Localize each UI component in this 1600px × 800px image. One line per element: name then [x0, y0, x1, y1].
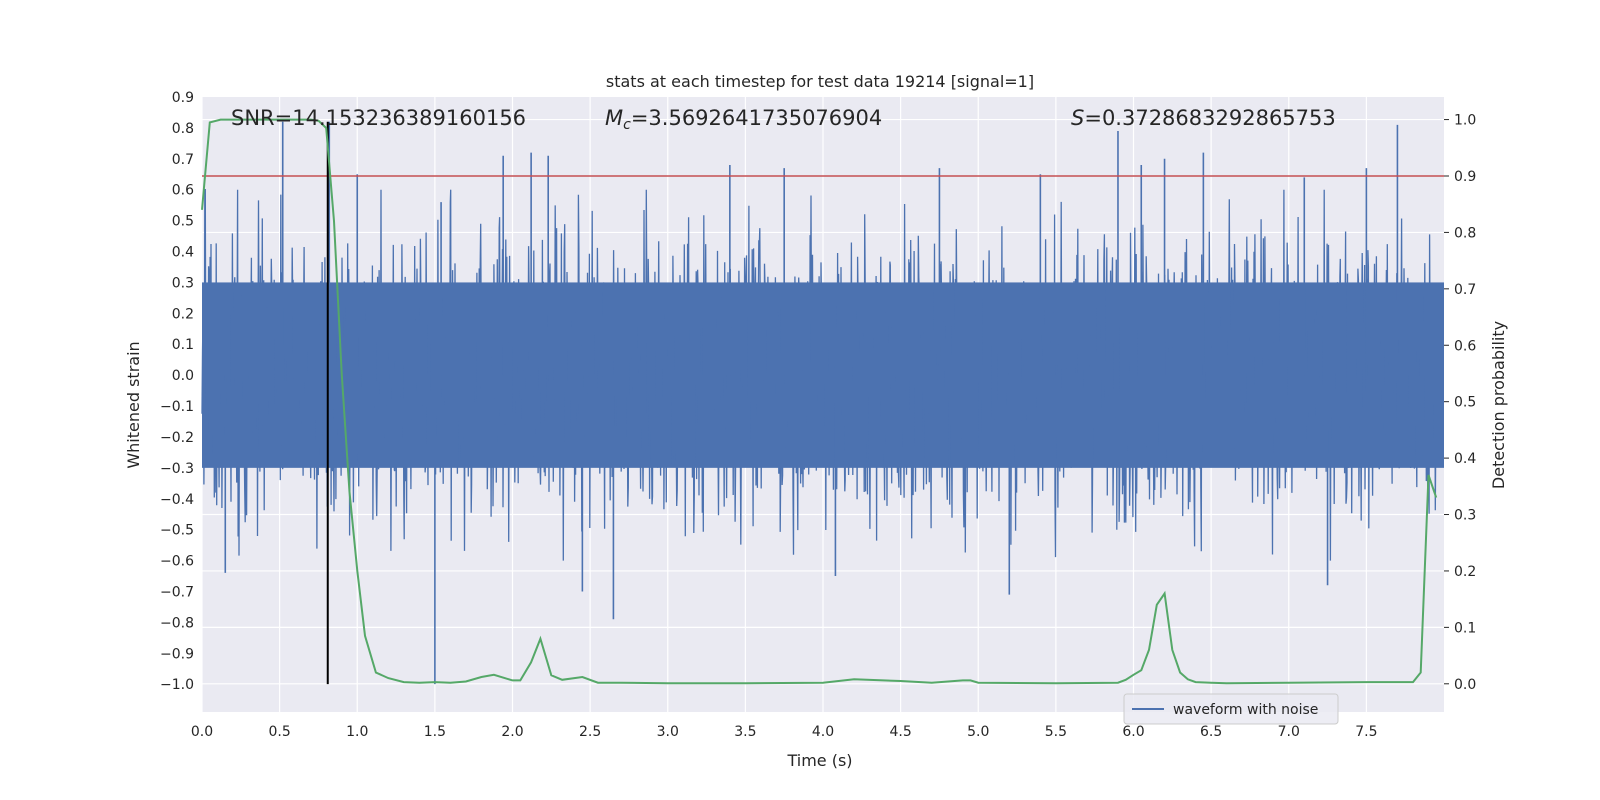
waveform-noise-line: [201, 189, 1437, 561]
x-tick-label: 5.0: [967, 724, 989, 740]
y-left-tick-label: −0.8: [160, 615, 194, 631]
chart-title: stats at each timestep for test data 192…: [606, 72, 1034, 91]
probability-series-line: [201, 118, 1438, 685]
x-tick-label: 4.0: [812, 724, 834, 740]
y-left-tick-label: −0.2: [160, 430, 194, 446]
y-left-tick-label: 0.5: [172, 214, 194, 230]
s-value: =0.3728683292865753: [1084, 106, 1335, 130]
y-left-tick-label: 0.2: [172, 306, 194, 322]
chirp-mass-value: =3.5692641735076904: [631, 106, 882, 130]
x-axis-ticks: 0.0 0.5 1.0 1.5 2.0 2.5 3.0 3.5 4.0 4.5 5.0 5.5 6.0 6…: [191, 724, 1378, 740]
x-tick-label: 0.5: [268, 724, 290, 740]
x-tick-label: 0.0: [191, 724, 213, 740]
y-left-tick-label: 0.6: [172, 183, 194, 199]
x-axis-label: Time (s): [786, 751, 852, 770]
y-left-tick-label: 0.9: [172, 90, 194, 106]
x-tick-label: 6.5: [1200, 724, 1222, 740]
chirp-mass-annotation: Mc=3.5692641735076904: [605, 106, 882, 133]
y-left-tick-label: −0.4: [160, 492, 194, 508]
y-left-tick-label: −0.7: [160, 584, 194, 600]
x-tick-label: 1.5: [424, 724, 446, 740]
y-right-tick-label: 0.2: [1454, 564, 1476, 580]
legend-box: [1123, 693, 1339, 725]
s-annotation: S=0.3728683292865753: [1071, 106, 1336, 130]
y-left-tick-label: −0.9: [160, 646, 194, 662]
s-symbol: S: [1071, 106, 1084, 130]
x-tick-label: 2.5: [579, 724, 601, 740]
y-left-tick-label: 0.8: [172, 121, 194, 137]
waveform-series: [201, 121, 1444, 685]
legend: waveform with noise: [1123, 693, 1339, 725]
y-left-tick-label: −0.6: [160, 554, 194, 570]
y-right-tick-label: 0.1: [1454, 620, 1476, 636]
x-tick-label: 4.5: [889, 724, 911, 740]
y-right-tick-label: 0.9: [1454, 169, 1476, 185]
y-left-tick-label: 0.7: [172, 152, 194, 168]
y-right-tick-label: 0.3: [1454, 508, 1476, 524]
x-tick-label: 7.0: [1278, 724, 1300, 740]
y-axis-right-ticks: 1.0 0.9 0.8 0.7 0.6 0.5 0.4 0.3 0.2 0.1 0.0: [1444, 113, 1476, 693]
y-right-tick-label: 0.6: [1454, 338, 1476, 354]
snr-annotation: SNR=14.153236389160156: [231, 106, 526, 130]
x-tick-label: 5.5: [1045, 724, 1067, 740]
y-right-tick-label: 0.0: [1454, 677, 1476, 693]
chirp-mass-subscript: c: [623, 117, 631, 133]
y-right-tick-label: 1.0: [1454, 113, 1476, 129]
y-left-tick-label: 0.3: [172, 275, 194, 291]
y-right-tick-label: 0.4: [1454, 451, 1476, 467]
y-left-tick-label: 0.1: [172, 337, 194, 353]
legend-entry-waveform: waveform with noise: [1173, 702, 1318, 718]
y-left-tick-label: −0.5: [160, 523, 194, 539]
x-tick-label: 2.0: [501, 724, 523, 740]
y-right-tick-label: 0.7: [1454, 282, 1476, 298]
x-tick-label: 3.0: [657, 724, 679, 740]
x-tick-label: 7.5: [1355, 724, 1377, 740]
y-axis-right-label: Detection probability: [1489, 321, 1508, 489]
y-left-tick-label: 0.4: [172, 245, 194, 261]
x-tick-label: 1.0: [346, 724, 368, 740]
x-tick-label: 3.5: [734, 724, 756, 740]
x-tick-label: 6.0: [1122, 724, 1144, 740]
chirp-mass-symbol: M: [605, 106, 623, 130]
y-axis-label: Whitened strain: [124, 341, 143, 468]
y-left-tick-label: −1.0: [160, 677, 194, 693]
y-right-tick-label: 0.5: [1454, 395, 1476, 411]
y-left-tick-label: 0.0: [172, 368, 194, 384]
y-left-tick-label: −0.1: [160, 399, 194, 415]
y-left-tick-label: −0.3: [160, 461, 194, 477]
y-axis-left-ticks: 0.9 0.8 0.7 0.6 0.5 0.4 0.3 0.2 0.1 0.0 −0.1 −0.2 −0…: [160, 90, 194, 693]
y-right-tick-label: 0.8: [1454, 225, 1476, 241]
